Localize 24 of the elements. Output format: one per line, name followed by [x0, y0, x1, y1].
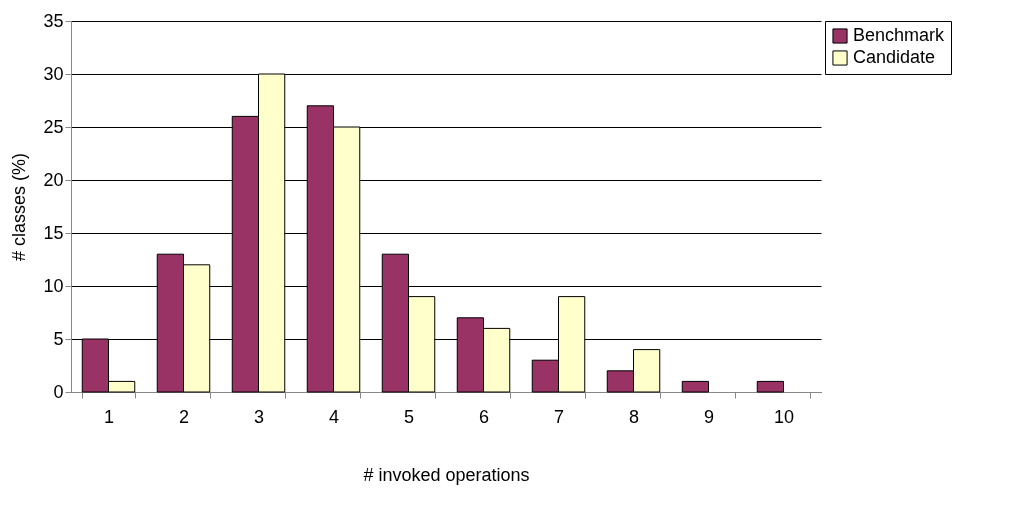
x-tick-label: 2: [178, 406, 190, 427]
bar: [756, 380, 784, 393]
y-tick-label: 25: [43, 116, 64, 137]
x-tick-label: 10: [773, 406, 795, 427]
x-tick-label: 9: [703, 406, 715, 427]
x-axis-title: # invoked operations: [363, 464, 530, 485]
x-tick-label: 8: [628, 406, 640, 427]
y-tick-label: 35: [43, 10, 64, 31]
legend-label: Candidate: [853, 47, 936, 67]
x-tick-label: 6: [478, 406, 490, 427]
y-tick-label: 5: [53, 328, 64, 349]
bar: [681, 380, 709, 393]
x-tick-label: 5: [403, 406, 415, 427]
x-tick-label: 1: [103, 406, 115, 427]
y-tick-label: 15: [43, 222, 64, 243]
y-tick-label: 20: [43, 169, 64, 190]
y-tick-label: 10: [43, 275, 64, 296]
x-tick-label: 7: [553, 406, 565, 427]
y-tick-label: 30: [43, 63, 64, 84]
y-axis-title: # classes (%): [9, 152, 30, 262]
y-tick-label: 0: [53, 381, 64, 402]
x-tick-label: 3: [253, 406, 265, 427]
x-tick-label: 4: [328, 406, 340, 427]
legend-label: Benchmark: [853, 25, 946, 45]
